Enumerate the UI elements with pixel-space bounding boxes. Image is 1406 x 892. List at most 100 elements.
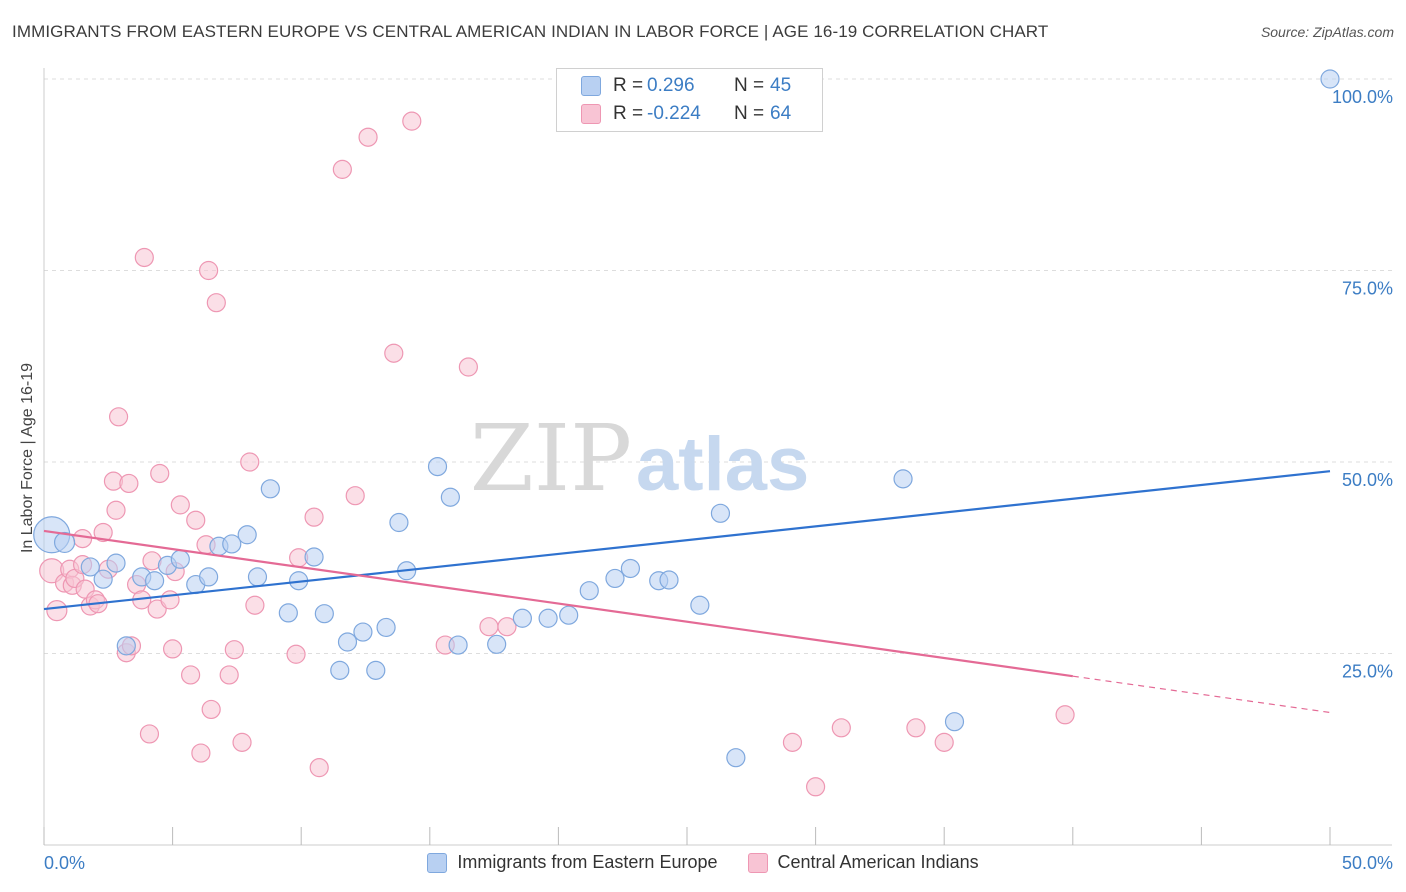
- point-central-american-indian: [108, 407, 129, 427]
- point-eastern-europe: [366, 660, 386, 680]
- point-eastern-europe: [53, 531, 76, 554]
- point-central-american-indian: [286, 644, 306, 664]
- point-eastern-europe: [690, 595, 710, 615]
- point-central-american-indian: [93, 522, 113, 543]
- point-central-american-indian: [224, 640, 244, 660]
- point-central-american-indian: [232, 732, 252, 752]
- point-eastern-europe: [116, 636, 136, 656]
- r-label: R =: [613, 75, 644, 96]
- chart-title: IMMIGRANTS FROM EASTERN EUROPE VS CENTRA…: [12, 22, 1049, 41]
- r-value-blue: 0.296: [647, 75, 695, 96]
- point-eastern-europe: [106, 553, 126, 573]
- point-central-american-indian: [206, 293, 226, 313]
- point-eastern-europe: [893, 469, 913, 489]
- n-value-pink: 64: [770, 103, 792, 124]
- point-central-american-indian: [304, 507, 324, 527]
- point-eastern-europe: [314, 604, 334, 624]
- point-central-american-indian: [106, 500, 126, 520]
- point-eastern-europe: [93, 569, 113, 589]
- point-eastern-europe: [330, 660, 350, 680]
- source-label: Source: ZipAtlas.com: [1260, 24, 1394, 40]
- point-central-american-indian: [191, 743, 211, 763]
- r-label: R =: [613, 103, 644, 124]
- point-central-american-indian: [497, 617, 517, 637]
- point-central-american-indian: [805, 777, 826, 797]
- legend-swatch-pink: [747, 852, 768, 873]
- r-value-pink: -0.224: [647, 103, 701, 124]
- point-eastern-europe: [278, 603, 298, 623]
- point-central-american-indian: [199, 260, 219, 281]
- point-eastern-europe: [237, 525, 257, 545]
- point-eastern-europe: [579, 581, 599, 601]
- point-eastern-europe: [170, 549, 190, 569]
- point-central-american-indian: [46, 600, 68, 622]
- point-central-american-indian: [219, 665, 239, 685]
- point-central-american-indian: [782, 732, 803, 752]
- point-central-american-indian: [245, 595, 265, 615]
- n-value-blue: 45: [770, 75, 792, 96]
- point-central-american-indian: [1055, 705, 1075, 725]
- trend-line-extension: [1072, 675, 1331, 714]
- point-central-american-indian: [181, 665, 201, 685]
- point-eastern-europe: [389, 512, 409, 533]
- point-central-american-indian: [831, 718, 851, 738]
- point-central-american-indian: [479, 617, 499, 637]
- point-central-american-indian: [134, 247, 154, 268]
- point-eastern-europe: [80, 557, 100, 577]
- point-central-american-indian: [332, 159, 352, 179]
- point-eastern-europe: [260, 479, 280, 499]
- point-eastern-europe: [512, 608, 532, 628]
- pink-swatch: [581, 104, 601, 124]
- point-central-american-indian: [309, 758, 329, 778]
- point-central-american-indian: [345, 486, 365, 506]
- legend-item-central-american-indians[interactable]: Central American Indians: [747, 852, 979, 873]
- x-tick-label: 0.0%: [44, 853, 85, 873]
- point-eastern-europe: [726, 748, 746, 768]
- point-eastern-europe: [144, 571, 165, 591]
- point-eastern-europe: [222, 534, 242, 554]
- point-central-american-indian: [402, 111, 422, 131]
- y-tick-label: 25.0%: [1342, 662, 1393, 682]
- stats-legend: R = 0.296 N = 45 R = -0.224 N = 64: [556, 68, 823, 132]
- watermark-zip: ZIP: [470, 405, 632, 512]
- point-eastern-europe: [448, 635, 468, 655]
- point-central-american-indian: [160, 590, 180, 610]
- y-tick-label: 75.0%: [1342, 279, 1393, 299]
- point-eastern-europe: [247, 567, 268, 587]
- tick-labels: 25.0% 50.0% 75.0% 100.0% 0.0% 50.0%: [44, 87, 1393, 873]
- series-legend: Immigrants from Eastern Europe Central A…: [0, 852, 1406, 873]
- axes: [43, 68, 1392, 846]
- trend-lines: [43, 470, 1331, 714]
- trend-line-central-american-indians: [43, 529, 1073, 678]
- point-eastern-europe: [620, 558, 641, 579]
- point-central-american-indian: [72, 528, 93, 549]
- legend-label-central-american-indians: Central American Indians: [777, 852, 979, 872]
- point-eastern-europe: [440, 487, 460, 507]
- point-eastern-europe: [944, 712, 965, 732]
- point-central-american-indian: [139, 724, 160, 744]
- point-central-american-indian: [119, 473, 139, 494]
- point-eastern-europe: [659, 570, 679, 590]
- point-central-american-indian: [170, 495, 190, 515]
- y-tick-label: 100.0%: [1332, 87, 1393, 107]
- n-label: N =: [734, 103, 765, 124]
- trend-line-eastern-europe: [43, 470, 1331, 611]
- watermark-atlas: atlas: [636, 422, 809, 507]
- point-eastern-europe: [605, 568, 625, 589]
- point-eastern-europe: [353, 622, 373, 642]
- point-central-american-indian: [240, 452, 260, 472]
- point-eastern-europe: [710, 503, 731, 523]
- point-eastern-europe: [304, 547, 324, 567]
- legend-item-eastern-europe[interactable]: Immigrants from Eastern Europe: [427, 852, 718, 873]
- point-central-american-indian: [186, 510, 206, 530]
- legend-label-eastern-europe: Immigrants from Eastern Europe: [457, 852, 718, 872]
- y-tick-label: 50.0%: [1342, 470, 1393, 490]
- point-central-american-indian: [150, 463, 170, 484]
- point-eastern-europe: [559, 605, 579, 625]
- zipatlas-watermark: ZIP atlas: [470, 405, 809, 512]
- point-central-american-indian: [163, 639, 183, 659]
- point-eastern-europe: [487, 634, 507, 654]
- point-eastern-europe: [199, 567, 219, 587]
- x-tick-label: 50.0%: [1342, 853, 1393, 873]
- point-eastern-europe: [427, 456, 448, 477]
